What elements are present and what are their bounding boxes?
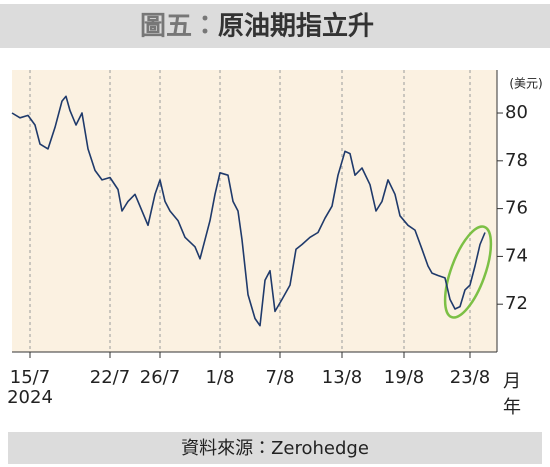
x-tick-label: 22/7 (90, 367, 130, 388)
y-tick-label: 72 (505, 293, 528, 314)
x-unit-month: 月 (503, 371, 521, 392)
y-unit: (美元) (509, 77, 542, 91)
x-tick-label: 23/8 (450, 367, 490, 388)
y-tick-label: 78 (505, 150, 528, 171)
x-tick-label: 1/8 (206, 367, 235, 388)
x-tick-label: 26/7 (140, 367, 180, 388)
y-tick-label: 80 (505, 102, 528, 123)
x-tick-label: 19/8 (384, 367, 424, 388)
plot-area (12, 70, 497, 352)
x-tick-label: 13/8 (322, 367, 362, 388)
source: 資料來源：Zerohedge (181, 438, 369, 459)
x-tick-label: 15/7 (10, 367, 50, 388)
figure-label: 圖五： (140, 12, 218, 42)
y-tick-label: 76 (505, 198, 528, 219)
title-band (0, 4, 550, 48)
x-unit-year: 年 (503, 397, 521, 418)
chart-title: 原油期指立升 (218, 11, 374, 42)
y-tick-label: 74 (505, 245, 528, 266)
year-label: 2024 (7, 387, 53, 408)
x-tick-label: 7/8 (266, 367, 295, 388)
source-band (8, 432, 542, 464)
price-line (11, 95, 486, 327)
highlight-ellipse (443, 225, 493, 319)
